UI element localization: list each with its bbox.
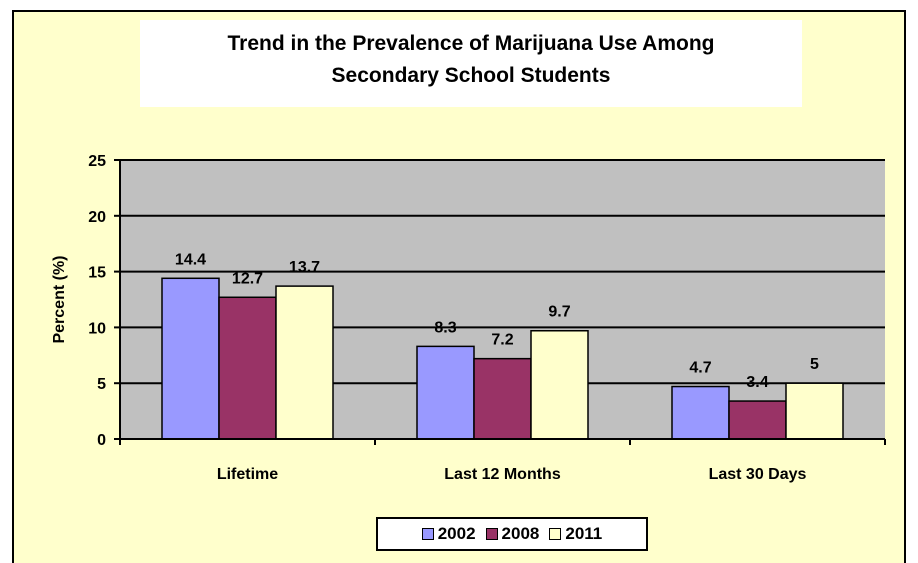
bar-2011-1 (530, 329, 589, 440)
bar-2002-1 (416, 345, 475, 440)
legend-label: 2002 (437, 524, 476, 543)
data-label-2011-2: 5 (810, 356, 819, 373)
y-tick-label: 15 (88, 265, 106, 282)
y-axis-title: Percent (%) (51, 255, 68, 343)
bar-2002-0 (161, 277, 220, 440)
chart-title-box: Trend in the Prevalence of Marijuana Use… (140, 20, 802, 107)
data-label-2002-0: 14.4 (175, 251, 206, 268)
chart-title-line-2: Secondary School Students (331, 64, 611, 87)
data-label-2008-0: 12.7 (232, 270, 263, 287)
legend: 2002 2008 2011 (376, 517, 648, 551)
bar-2011-0 (275, 285, 334, 440)
x-tick-label: Last 12 Months (444, 466, 561, 483)
x-tick-label: Last 30 Days (709, 466, 807, 483)
legend-item-2002: 2002 (421, 524, 476, 544)
legend-item-2011: 2011 (549, 524, 602, 544)
legend-label: 2011 (565, 524, 603, 543)
y-tick-label: 25 (88, 153, 106, 170)
y-tick-label: 0 (97, 432, 106, 449)
data-label-2011-1: 9.7 (548, 304, 570, 321)
bar-2002-2 (671, 385, 730, 440)
y-tick-label: 5 (97, 376, 106, 393)
legend-label: 2008 (501, 524, 540, 543)
legend-item-2008: 2008 (485, 524, 540, 544)
chart-title-line-1: Trend in the Prevalence of Marijuana Use… (227, 32, 715, 55)
bar-2008-1 (473, 357, 532, 440)
y-tick-label: 10 (88, 320, 106, 337)
bar-2008-0 (218, 296, 277, 440)
data-label-2008-1: 7.2 (491, 332, 513, 349)
y-tick-label: 20 (88, 209, 106, 226)
bar-2008-2 (728, 400, 787, 440)
data-label-2008-2: 3.4 (746, 374, 768, 391)
data-label-2002-1: 8.3 (434, 319, 456, 336)
bar-2011-2 (785, 382, 844, 440)
legend-swatch (421, 528, 434, 540)
x-tick-label: Lifetime (217, 466, 278, 483)
legend-swatch (549, 528, 562, 540)
data-label-2002-2: 4.7 (689, 360, 711, 377)
data-label-2011-0: 13.7 (289, 259, 320, 276)
legend-swatch (485, 528, 498, 540)
